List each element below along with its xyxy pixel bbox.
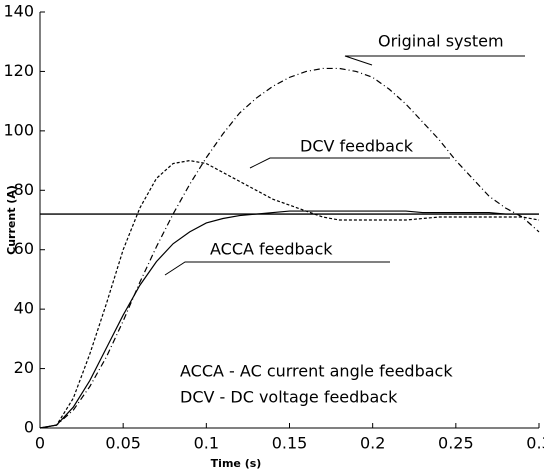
y-axis-label: Current (A) bbox=[5, 185, 18, 255]
series-line bbox=[39, 159, 540, 429]
series-annotation: Original system bbox=[378, 32, 504, 51]
series-annotation: DCV feedback bbox=[300, 137, 414, 156]
y-tick-label: 0 bbox=[24, 418, 34, 437]
leader-line bbox=[249, 157, 450, 169]
x-tick-label: 0.1 bbox=[194, 434, 219, 453]
series-line bbox=[39, 210, 539, 429]
y-tick-label: 140 bbox=[3, 2, 34, 21]
note: DCV - DC voltage feedback bbox=[180, 388, 398, 407]
y-tick-label: 120 bbox=[3, 61, 34, 80]
series-annotation: ACCA feedback bbox=[210, 240, 333, 259]
x-tick-label: 0 bbox=[35, 434, 45, 453]
x-axis-label: Time (s) bbox=[211, 457, 262, 470]
x-tick-label: 0.2 bbox=[360, 434, 385, 453]
series-line bbox=[39, 67, 540, 429]
x-tick-label: 0.25 bbox=[438, 434, 474, 453]
x-tick-label: 0.05 bbox=[105, 434, 141, 453]
y-tick-label: 80 bbox=[14, 180, 34, 199]
x-tick-label: 0.15 bbox=[272, 434, 308, 453]
leader-line bbox=[344, 55, 525, 66]
y-tick-label: 100 bbox=[3, 120, 34, 139]
note: ACCA - AC current angle feedback bbox=[180, 362, 453, 381]
x-tick-label: 0.3 bbox=[526, 434, 544, 453]
y-tick-label: 60 bbox=[14, 239, 34, 258]
y-tick-label: 20 bbox=[14, 358, 34, 377]
leader-line bbox=[164, 261, 390, 276]
y-tick-label: 40 bbox=[14, 299, 34, 318]
